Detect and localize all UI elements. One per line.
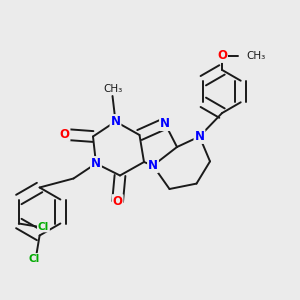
Text: N: N (110, 115, 121, 128)
Text: N: N (160, 117, 170, 130)
Text: O: O (59, 128, 70, 141)
Text: Cl: Cl (38, 221, 49, 232)
Text: O: O (217, 49, 227, 62)
Text: CH₃: CH₃ (103, 85, 122, 94)
Text: N: N (148, 159, 158, 172)
Text: CH₃: CH₃ (247, 50, 266, 61)
Text: O: O (112, 195, 123, 208)
Text: Cl: Cl (28, 254, 40, 264)
Text: N: N (194, 130, 205, 143)
Text: N: N (91, 157, 101, 170)
